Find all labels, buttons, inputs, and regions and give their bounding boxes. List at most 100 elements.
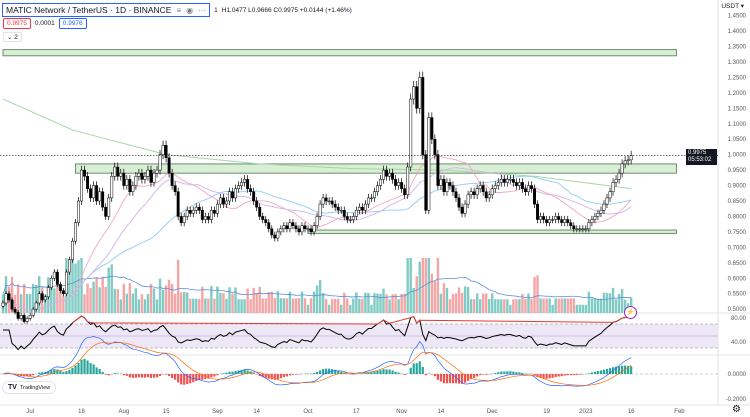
macd-histogram-bar (337, 370, 340, 374)
eye-icon[interactable]: ◉ (186, 5, 194, 15)
macd-histogram-bar (279, 374, 282, 379)
volume-bar (427, 258, 431, 313)
volume-bar (324, 298, 328, 313)
macd-histogram-bar (56, 369, 59, 374)
volume-bar (98, 287, 101, 313)
macd-histogram-bar (306, 373, 310, 374)
macd-histogram-bar (439, 374, 442, 382)
macd-histogram-bar (397, 372, 400, 374)
currency-selector[interactable]: USDT ▾ (721, 3, 744, 10)
volume-bar (566, 298, 569, 313)
volume-bar (321, 292, 325, 313)
volume-bar (581, 304, 585, 313)
candle-body (336, 206, 340, 211)
volume-bar (524, 299, 527, 313)
macd-histogram-bar (174, 374, 177, 380)
macd-histogram-bar (17, 374, 20, 376)
currency-label: USDT (721, 3, 739, 10)
volume-bar (186, 292, 189, 313)
volume-bar (500, 299, 503, 313)
candle-body (55, 271, 59, 285)
volume-bar (32, 284, 35, 313)
candle-body (581, 228, 585, 230)
macd-histogram-bar (460, 374, 464, 384)
candle-body (231, 191, 234, 199)
volume-bar (213, 298, 216, 313)
list-icon[interactable]: ≡ (176, 5, 182, 15)
volume-bar (155, 299, 159, 313)
time-tick-label: Feb (674, 409, 685, 415)
lightning-icon[interactable]: ⚡ (624, 306, 637, 319)
volume-bar (146, 294, 150, 313)
candle-body (197, 206, 201, 211)
candle-body (376, 185, 379, 192)
sell-price-button[interactable]: 0.9975 (3, 18, 31, 29)
candle-body (373, 191, 376, 199)
indicators-toggle[interactable]: ⌄ 2 (3, 32, 22, 42)
volume-bar (237, 299, 240, 313)
macd-histogram-bar (548, 374, 551, 379)
volume-bar (548, 298, 551, 313)
tradingview-logo[interactable]: TV TradingView (2, 381, 57, 394)
candle-body (101, 191, 105, 208)
candle-body (620, 163, 624, 174)
ohlc-values: H1.0477 L0.9666 C0.9975 +0.0144 (+1.46%) (221, 6, 352, 14)
volume-bar (225, 298, 228, 313)
macd-histogram-bar (599, 370, 603, 374)
macd-histogram-bar (436, 374, 439, 380)
gear-icon[interactable]: ⚙ (732, 404, 741, 415)
price-tick-label: 1.4500 (728, 14, 747, 20)
macd-histogram-bar (47, 370, 50, 374)
candle-body (412, 86, 416, 100)
volume-bar (472, 299, 476, 313)
volume-bar (418, 261, 421, 313)
candle-body (427, 117, 431, 211)
volume-bar (593, 298, 597, 313)
macd-histogram-bar (370, 372, 373, 374)
candle-body (240, 182, 244, 186)
volume-bar (234, 287, 237, 313)
volume-bar (74, 263, 77, 313)
volume-bar (86, 283, 89, 313)
candle-body (424, 154, 428, 211)
macd-histogram-bar (59, 370, 62, 374)
candle-body (86, 176, 90, 189)
macd-histogram-bar (319, 370, 322, 374)
candle-body (596, 213, 600, 217)
macd-histogram-bar (312, 373, 316, 374)
time-tick-label: Oct (303, 409, 313, 415)
candle-body (502, 179, 506, 183)
volume-bar (590, 298, 594, 313)
macd-histogram-bar (29, 374, 32, 377)
macd-histogram-bar (566, 374, 569, 376)
candle-body (360, 206, 364, 211)
symbol-box[interactable]: MATIC Network / TetherUS · 1D · BINANCE … (2, 3, 211, 17)
candle-body (110, 176, 114, 199)
last-price: 0.9975 (688, 150, 707, 156)
trade-row: 0.9975 0.0001 0.9976 (3, 18, 87, 29)
macd-histogram-bar (74, 365, 77, 374)
logo-text: TradingView (19, 384, 51, 391)
candle-body (10, 299, 14, 310)
candle-body (167, 157, 171, 174)
volume-bar (346, 298, 349, 313)
candle-body (520, 182, 524, 189)
volume-bar (433, 281, 437, 313)
macd-histogram-bar (388, 369, 391, 374)
price-tick-label: 0.8000 (728, 214, 747, 220)
more-icon[interactable]: ··· (198, 5, 207, 15)
candle-body (499, 179, 503, 183)
candle-body (67, 259, 71, 273)
macd-histogram-bar (473, 374, 476, 378)
price-tick-label: 0.8500 (728, 199, 747, 205)
macd-histogram-bar (68, 369, 71, 374)
volume-bar (485, 293, 488, 313)
candle-body (629, 155, 633, 161)
macd-histogram-bar (418, 361, 421, 374)
candle-body (188, 210, 192, 214)
volume-bar (62, 295, 65, 313)
buy-price-button[interactable]: 0.9976 (58, 18, 87, 29)
price-tick-label: 0.6000 (728, 276, 747, 282)
volume-bar (533, 276, 536, 313)
